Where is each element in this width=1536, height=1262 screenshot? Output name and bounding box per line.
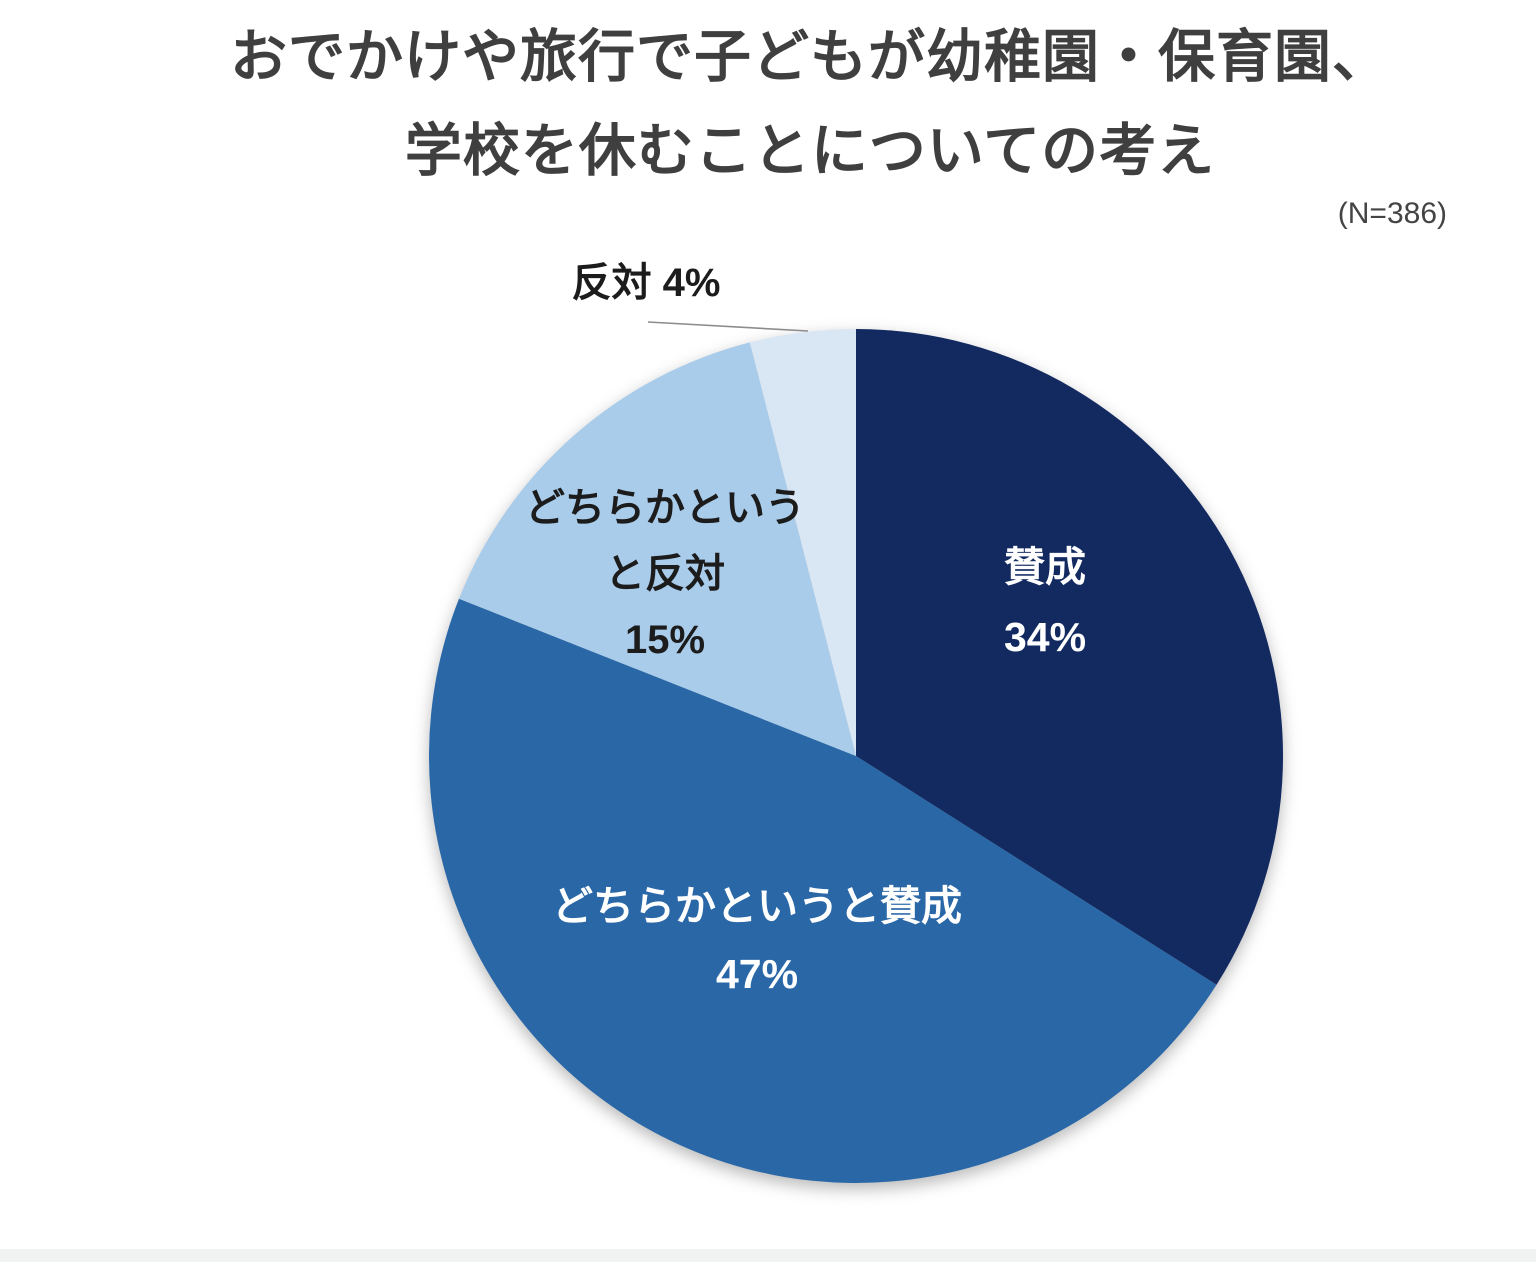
label-hantai-text: 反対 4%: [571, 261, 721, 305]
label-sansei-text: 賛成: [1004, 544, 1086, 590]
label-hantai: 反対 4%: [572, 259, 721, 307]
pie-slice-2: [458, 342, 856, 756]
chart-title-line2: 学校を休むことについての考え: [404, 119, 1216, 183]
label-sansei-value: 34%: [1003, 614, 1087, 660]
label-dochira-hantai-line2: と反対: [605, 552, 725, 596]
label-dochira-hantai-value: 15%: [624, 618, 706, 662]
pie-slice-1: [429, 598, 1217, 1183]
bottom-strip: [0, 1249, 1536, 1262]
label-sansei: 賛成 34%: [1004, 532, 1086, 672]
label-dochira-hantai: どちらかという と反対 15%: [525, 475, 805, 673]
label-dochira-hantai-line1: どちらかという: [525, 486, 805, 530]
label-dochira-sansei-value: 47%: [715, 951, 799, 997]
callout-line: [647, 321, 809, 332]
chart-title-line1: おでかけや旅行で子どもが幼稚園・保育園、: [230, 25, 1390, 89]
sample-size-note: (N=386): [1337, 197, 1447, 230]
label-dochira-sansei-text: どちらかというと賛成: [552, 883, 962, 929]
chart-title: おでかけや旅行で子どもが幼稚園・保育園、 学校を休むことについての考え: [84, 10, 1536, 198]
pie-slices: [429, 329, 1284, 1183]
label-dochira-sansei: どちらかというと賛成 47%: [552, 872, 962, 1008]
pie-slice-0: [856, 329, 1284, 985]
pie-slice-3: [749, 329, 856, 756]
